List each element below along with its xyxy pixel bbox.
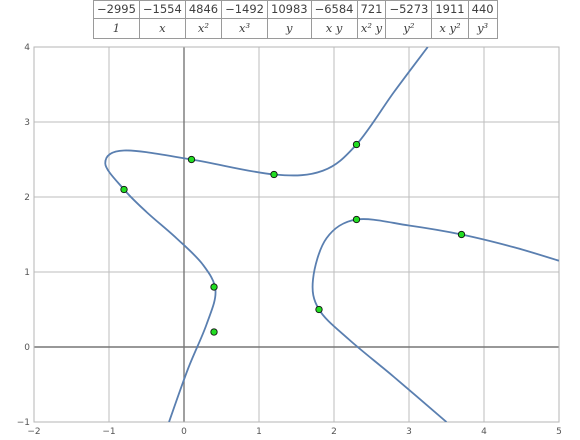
axes — [34, 47, 559, 422]
data-point — [210, 283, 218, 291]
data-point — [352, 215, 361, 224]
x-tick-label: 1 — [256, 427, 262, 437]
marked-points — [120, 140, 466, 336]
y-tick-label: 3 — [24, 118, 30, 128]
coefficient-cell: 10983 — [267, 0, 312, 19]
data-point — [210, 328, 218, 336]
term-cell: x² — [184, 18, 223, 39]
data-point — [315, 305, 323, 314]
curve-branch — [311, 218, 559, 422]
data-point — [457, 230, 466, 239]
term-cell: x² y — [356, 18, 387, 39]
coefficient-row: −2995 −1554 4846 −1492 10983 −6584 721 −5273 191… — [93, 0, 498, 19]
term-cell: y³ — [467, 18, 498, 39]
term-cell: x y² — [431, 18, 469, 39]
coefficient-cell: 1911 — [431, 0, 469, 19]
y-tick-label: −1 — [17, 418, 30, 428]
y-tick-label: 2 — [24, 193, 30, 203]
x-tick-label: 5 — [556, 427, 562, 437]
term-cell: 1 — [93, 18, 140, 39]
curve-branch — [104, 47, 429, 422]
data-point — [352, 140, 361, 149]
data-point — [187, 155, 196, 164]
term-row: 1 x x² x³ y x y x² y y² x y² y³ — [93, 18, 498, 39]
data-point — [120, 185, 128, 194]
curve-branches — [104, 47, 559, 422]
term-cell: x³ — [221, 18, 268, 39]
coefficient-cell: 440 — [467, 0, 498, 19]
x-tick-label: 0 — [181, 427, 187, 437]
x-tick-label: 2 — [331, 427, 337, 437]
plot-frame — [33, 46, 560, 423]
y-tick-label: 4 — [24, 43, 30, 53]
y-tick-label: 0 — [24, 343, 30, 353]
x-tick-label: 3 — [406, 427, 412, 437]
data-point — [270, 170, 278, 179]
x-tick-label: 4 — [481, 427, 487, 437]
grid-lines — [33, 46, 560, 423]
coefficient-table: −2995 −1554 4846 −1492 10983 −6584 721 −5273 191… — [93, 0, 498, 39]
y-tick-label: 1 — [24, 268, 30, 278]
coefficient-cell: −6584 — [310, 0, 358, 19]
x-tick-label: −2 — [27, 427, 40, 437]
x-tick-label: −1 — [102, 427, 115, 437]
